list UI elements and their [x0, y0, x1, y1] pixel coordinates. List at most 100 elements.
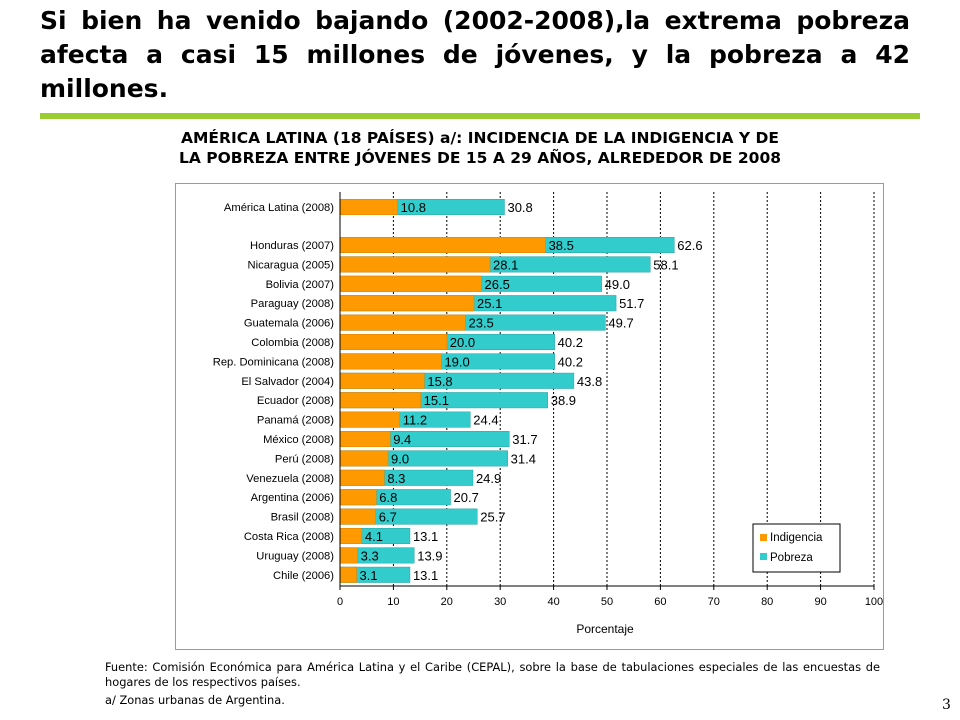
data-label-pobreza: 30.8	[507, 200, 532, 215]
bar-indigencia	[339, 431, 391, 447]
data-label-indigencia: 38.5	[549, 238, 574, 253]
chart-title: AMÉRICA LATINA (18 PAÍSES) a/: INCIDENCI…	[60, 128, 900, 168]
data-label-pobreza: 40.2	[558, 354, 583, 369]
legend-swatch-pobreza	[760, 553, 767, 560]
data-label-indigencia: 8.3	[387, 471, 405, 486]
bar-indigencia	[339, 256, 491, 273]
source-note: Fuente: Comisión Económica para América …	[105, 660, 880, 689]
data-label-pobreza: 49.7	[608, 316, 633, 331]
bar-indigencia	[339, 469, 385, 486]
bar-indigencia	[339, 334, 448, 350]
category-label: Bolivia (2007)	[266, 279, 335, 291]
legend-swatch-indigencia	[760, 534, 767, 541]
data-label-indigencia: 28.1	[493, 257, 518, 272]
data-label-pobreza: 31.4	[511, 451, 536, 466]
data-label-pobreza: 49.0	[605, 277, 630, 292]
data-label-indigencia: 25.1	[477, 296, 502, 311]
bar-indigencia	[339, 489, 377, 506]
bar-indigencia	[339, 237, 546, 253]
data-label-indigencia: 3.1	[360, 568, 378, 583]
x-tick-label: 50	[601, 596, 613, 608]
data-label-indigencia: 11.2	[403, 413, 427, 428]
legend-box	[752, 523, 841, 573]
data-label-indigencia: 15.1	[424, 393, 449, 408]
data-label-pobreza: 13.1	[413, 568, 438, 583]
data-label-indigencia: 6.8	[379, 490, 397, 505]
data-label-pobreza: 13.9	[417, 548, 442, 563]
data-label-indigencia: 9.0	[391, 451, 409, 466]
data-label-indigencia: 3.3	[361, 548, 379, 563]
category-label: Ecuador (2008)	[257, 395, 334, 407]
bar-indigencia	[339, 353, 442, 370]
data-label-pobreza: 58.1	[653, 257, 678, 272]
bar-indigencia	[339, 547, 358, 564]
data-label-pobreza: 13.1	[413, 529, 438, 544]
category-label: Colombia (2008)	[251, 337, 334, 349]
bar-indigencia	[339, 392, 421, 409]
data-label-indigencia: 19.0	[444, 354, 469, 369]
category-label: Nicaragua (2005)	[248, 259, 335, 271]
legend-label-pobreza: Pobreza	[770, 552, 813, 564]
data-label-pobreza: 43.8	[577, 374, 602, 389]
category-label: Costa Rica (2008)	[244, 531, 334, 543]
x-tick-label: 60	[654, 596, 666, 608]
data-label-indigencia: 26.5	[485, 277, 510, 292]
x-tick-label: 10	[387, 596, 399, 608]
bar-indigencia	[339, 508, 377, 525]
x-tick-label: 0	[337, 596, 343, 608]
data-label-pobreza: 24.9	[476, 471, 501, 486]
x-axis-label: Porcentaje	[576, 622, 634, 636]
category-label: El Salvador (2004)	[241, 376, 334, 388]
category-label: Rep. Dominicana (2008)	[213, 356, 335, 368]
data-label-indigencia: 15.8	[427, 374, 452, 389]
chart-frame: América Latina (2008) 10.8 30.8 Honduras (2…	[175, 183, 884, 650]
bar-indigencia	[339, 450, 389, 467]
data-label-pobreza: 20.7	[454, 490, 479, 505]
category-label: América Latina (2008)	[224, 202, 334, 214]
data-label-indigencia: 6.7	[379, 510, 397, 525]
bar-indigencia	[339, 199, 398, 215]
poverty-bar-chart: América Latina (2008) 10.8 30.8 Honduras (2…	[213, 192, 883, 636]
data-label-indigencia: 10.8	[401, 200, 426, 215]
data-label-indigencia: 23.5	[468, 316, 493, 331]
green-divider	[40, 113, 920, 119]
category-label: Venezuela (2008)	[246, 473, 334, 485]
category-label: Chile (2006)	[273, 570, 334, 582]
category-label: Guatemala (2006)	[244, 318, 334, 330]
bar-indigencia	[339, 528, 363, 544]
headline: Si bien ha venido bajando (2002-2008),la…	[40, 6, 910, 103]
x-tick-label: 70	[708, 596, 720, 608]
category-label: Brasil (2008)	[271, 512, 335, 524]
category-label: México (2008)	[263, 434, 334, 446]
bar-indigencia	[339, 275, 482, 292]
bar-indigencia	[339, 372, 425, 389]
data-label-pobreza: 31.7	[512, 432, 537, 447]
category-label: Uruguay (2008)	[256, 550, 334, 562]
data-label-indigencia: 4.1	[365, 529, 383, 544]
category-label: Panamá (2008)	[257, 415, 334, 427]
x-tick-label: 90	[814, 596, 826, 608]
x-tick-label: 30	[494, 596, 506, 608]
bar-indigencia	[339, 295, 475, 312]
category-label: Honduras (2007)	[250, 240, 334, 252]
x-tick-label: 40	[547, 596, 559, 608]
data-label-pobreza: 24.4	[473, 413, 498, 428]
category-label: Paraguay (2008)	[251, 298, 335, 310]
data-label-pobreza: 25.7	[480, 510, 505, 525]
data-label-pobreza: 40.2	[558, 335, 583, 350]
footnote: a/ Zonas urbanas de Argentina.	[105, 693, 285, 707]
bar-indigencia	[339, 314, 466, 331]
data-label-indigencia: 9.4	[393, 432, 411, 447]
data-label-pobreza: 62.6	[677, 238, 702, 253]
category-label: Argentina (2006)	[251, 492, 335, 504]
data-label-pobreza: 38.9	[551, 393, 576, 408]
data-label-indigencia: 20.0	[450, 335, 475, 350]
chart-title-line-2: LA POBREZA ENTRE JÓVENES DE 15 A 29 AÑOS…	[178, 149, 782, 167]
bar-indigencia	[339, 411, 401, 428]
x-tick-label: 80	[761, 596, 773, 608]
data-label-pobreza: 51.7	[619, 296, 644, 311]
bar-indigencia	[339, 566, 357, 583]
chart-title-line-1: AMÉRICA LATINA (18 PAÍSES) a/: INCIDENCI…	[181, 129, 779, 147]
legend-label-indigencia: Indigencia	[770, 532, 823, 544]
x-tick-label: 20	[441, 596, 453, 608]
